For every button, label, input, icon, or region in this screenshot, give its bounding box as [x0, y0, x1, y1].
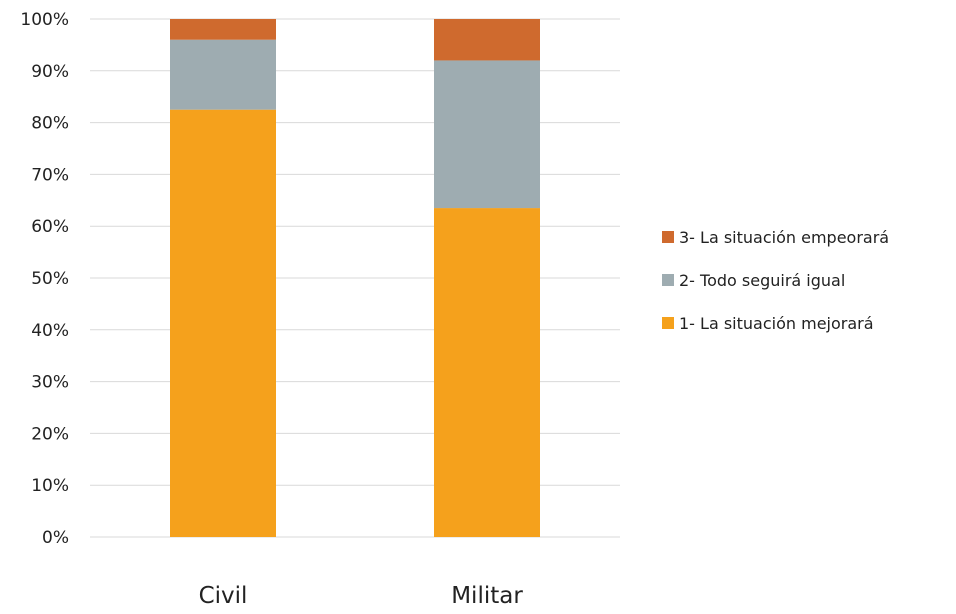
y-tick-label: 0% — [42, 528, 69, 548]
legend-label: 2- Todo seguirá igual — [679, 271, 845, 290]
legend-label: 3- La situación empeorará — [679, 228, 889, 247]
y-tick-label: 100% — [20, 10, 69, 30]
gridlines — [90, 18, 620, 538]
bar-segment — [434, 208, 540, 537]
x-category-label: Militar — [451, 583, 523, 609]
legend: 3- La situación empeorará 2- Todo seguirá… — [662, 228, 889, 333]
y-tick-label: 90% — [31, 62, 69, 82]
bar-segment — [434, 60, 540, 209]
legend-swatch — [662, 231, 674, 243]
x-axis-categories: Civil Militar — [199, 583, 524, 609]
x-category-label: Civil — [199, 583, 248, 609]
y-tick-label: 50% — [31, 269, 69, 289]
y-axis-ticks: 0% 10% 20% 30% 40% 50% 60% 70% 80% 90% 100% — [20, 10, 69, 548]
y-tick-label: 30% — [31, 373, 69, 393]
legend-label: 1- La situación mejorará — [679, 314, 874, 333]
legend-swatch — [662, 274, 674, 286]
bar-segment — [170, 19, 276, 40]
y-tick-label: 20% — [31, 424, 69, 444]
y-tick-label: 80% — [31, 114, 69, 134]
bar-segment — [170, 39, 276, 110]
y-tick-label: 60% — [31, 217, 69, 237]
legend-swatch — [662, 317, 674, 329]
bar-segment — [170, 109, 276, 538]
y-tick-label: 10% — [31, 476, 69, 496]
y-tick-label: 40% — [31, 321, 69, 341]
y-tick-label: 70% — [31, 165, 69, 185]
bar-segment — [434, 19, 540, 61]
bars — [170, 19, 540, 538]
